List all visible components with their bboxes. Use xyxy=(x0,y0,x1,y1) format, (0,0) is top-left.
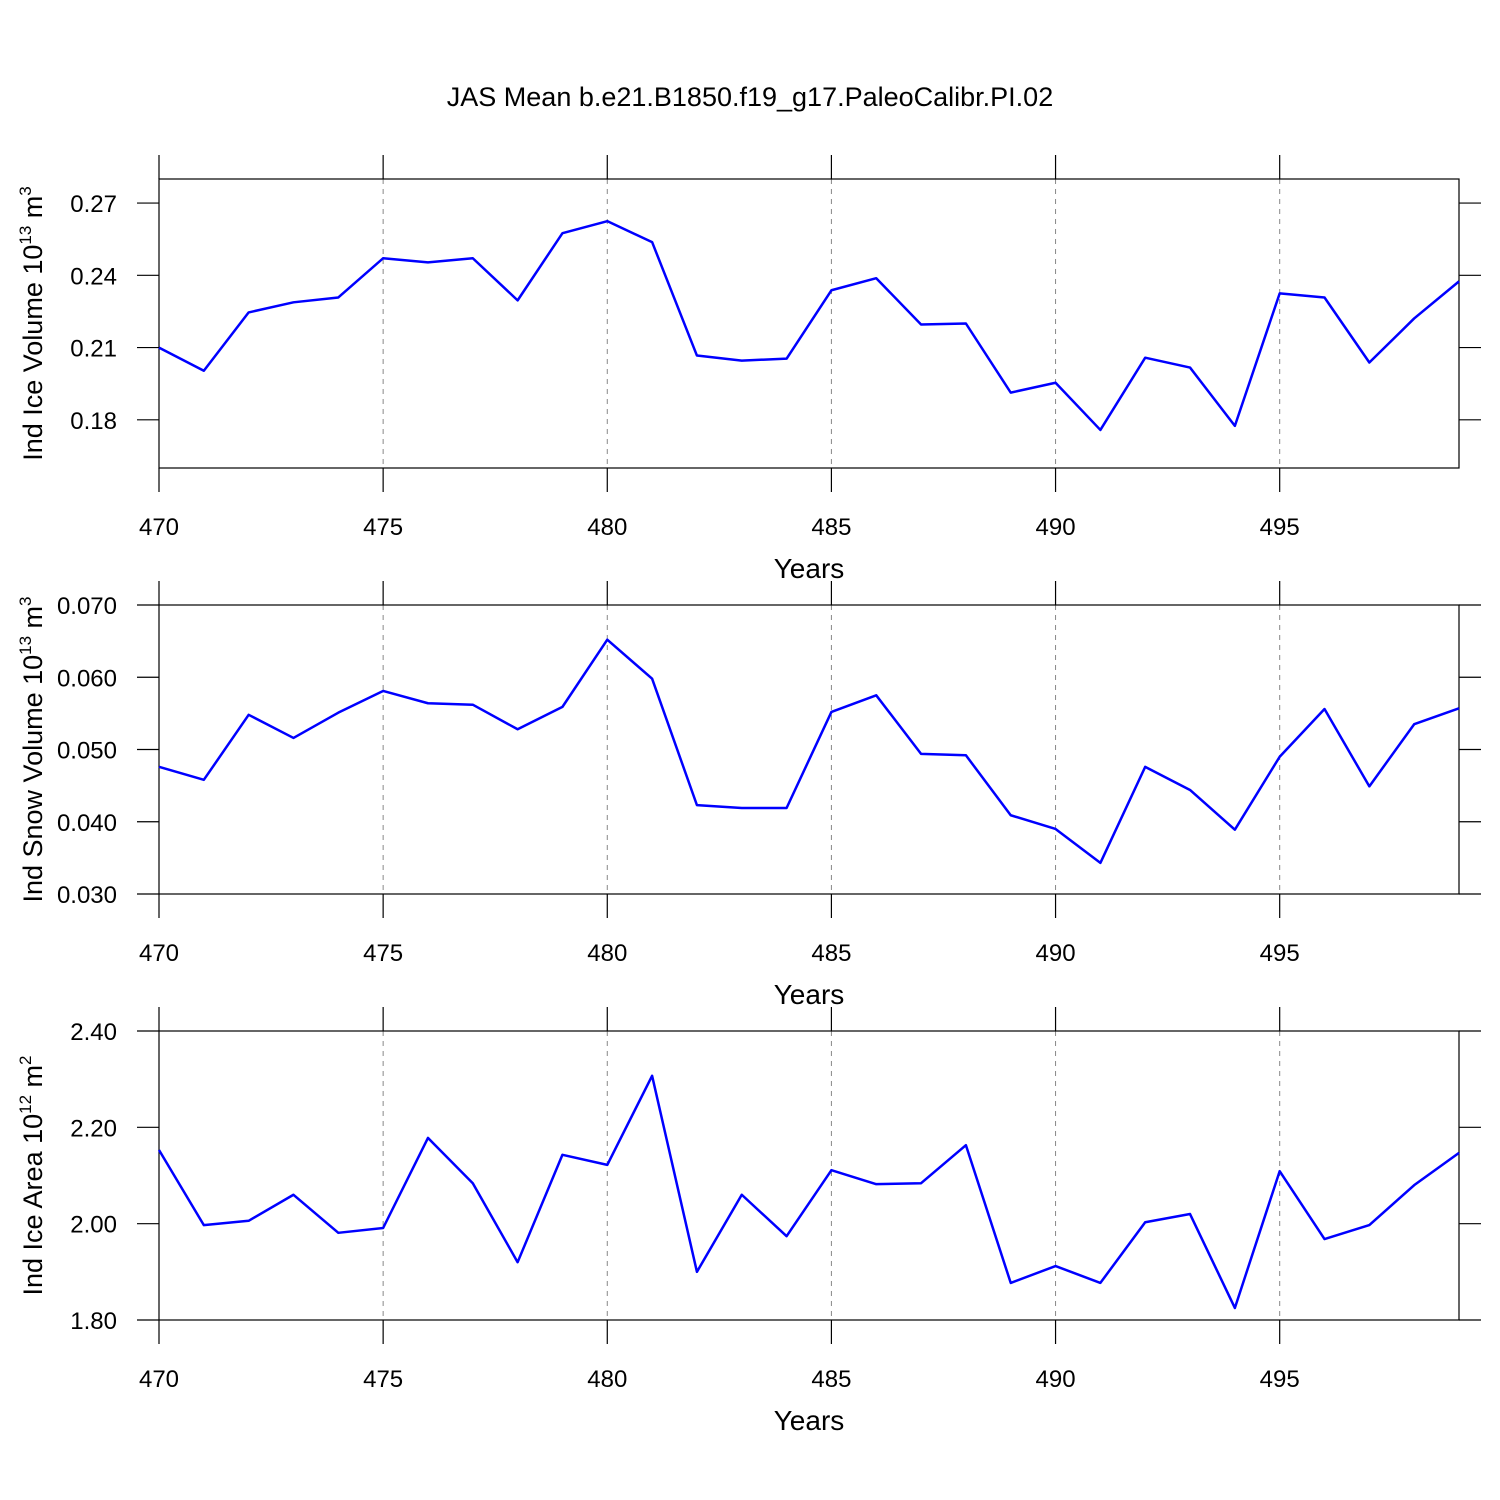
x-tick-label: 470 xyxy=(139,1366,179,1393)
y-tick-label: 0.27 xyxy=(70,191,117,218)
plot-frame xyxy=(158,604,1460,895)
plot-frame xyxy=(158,1030,1460,1321)
x-axis-label: Years xyxy=(774,979,845,1010)
y-tick-label: 0.21 xyxy=(70,336,117,363)
y-axis-label-space xyxy=(18,1087,48,1095)
y-axis-label-space xyxy=(18,218,48,226)
x-tick-label: 485 xyxy=(811,940,851,967)
y-axis-label-unit: m xyxy=(18,606,48,629)
x-tick-label: 490 xyxy=(1036,940,1076,967)
figure-title: JAS Mean b.e21.B1850.f19_g17.PaleoCalibr… xyxy=(447,82,1053,112)
x-tick-label: 495 xyxy=(1260,940,1300,967)
y-axis-label-text: Ind Ice Area 10 xyxy=(18,1114,48,1296)
y-axis-label: Ind Ice Volume 1013 m3 xyxy=(16,186,48,461)
plot-frame xyxy=(158,178,1460,469)
y-tick-label: 1.80 xyxy=(70,1308,117,1335)
x-axis-label: Years xyxy=(774,553,845,584)
x-tick-label: 470 xyxy=(139,514,179,541)
x-tick-label: 490 xyxy=(1036,514,1076,541)
x-tick-label: 490 xyxy=(1036,1366,1076,1393)
y-axis-label-unit-exponent: 2 xyxy=(16,1055,35,1064)
y-tick-label: 0.040 xyxy=(57,810,117,837)
y-axis-label-unit-exponent: 3 xyxy=(16,596,35,605)
y-axis-label-unit-exponent: 3 xyxy=(16,186,35,195)
data-line xyxy=(158,638,1460,865)
data-line xyxy=(158,219,1460,432)
y-axis-label-exponent: 13 xyxy=(16,636,35,655)
x-tick-label: 480 xyxy=(587,514,627,541)
x-tick-label: 485 xyxy=(811,1366,851,1393)
x-tick-label: 475 xyxy=(363,1366,403,1393)
panel: 470 475 480 485 490 495 1.80 2.00 2.20 2.40 Years I… xyxy=(16,1007,1481,1436)
y-axis-label: Ind Snow Volume 1013 m3 xyxy=(16,596,48,902)
y-axis-label: Ind Ice Area 1012 m2 xyxy=(16,1055,48,1295)
y-tick-label: 0.18 xyxy=(70,408,117,435)
x-tick-label: 485 xyxy=(811,514,851,541)
y-tick-label: 0.070 xyxy=(57,593,117,620)
y-axis-label-space xyxy=(18,628,48,636)
x-tick-label: 470 xyxy=(139,940,179,967)
y-axis-label-text: Ind Ice Volume 10 xyxy=(18,245,48,461)
y-tick-label: 0.050 xyxy=(57,738,117,765)
y-tick-label: 2.40 xyxy=(70,1019,117,1046)
x-tick-label: 480 xyxy=(587,1366,627,1393)
x-tick-label: 495 xyxy=(1260,1366,1300,1393)
y-axis-label-unit: m xyxy=(18,196,48,219)
panel: 470 475 480 485 490 495 0.030 0.040 0.050 0.060 0.… xyxy=(16,581,1481,1010)
panel: 470 475 480 485 490 495 0.18 0.21 0.24 0.27 Years I… xyxy=(16,155,1481,584)
y-axis-label-exponent: 12 xyxy=(16,1095,35,1114)
y-tick-label: 0.030 xyxy=(57,882,117,909)
data-line xyxy=(157,1074,1460,1310)
x-tick-label: 475 xyxy=(363,514,403,541)
x-tick-label: 475 xyxy=(363,940,403,967)
x-tick-label: 495 xyxy=(1260,514,1300,541)
x-axis-label: Years xyxy=(774,1405,845,1436)
y-tick-label: 0.060 xyxy=(57,665,117,692)
y-axis-label-exponent: 13 xyxy=(16,226,35,245)
y-tick-label: 0.24 xyxy=(70,263,117,290)
y-tick-label: 2.20 xyxy=(70,1115,117,1142)
y-axis-label-text: Ind Snow Volume 10 xyxy=(18,655,48,903)
y-tick-label: 2.00 xyxy=(70,1212,117,1239)
y-axis-label-unit: m xyxy=(18,1065,48,1088)
x-tick-label: 480 xyxy=(587,940,627,967)
